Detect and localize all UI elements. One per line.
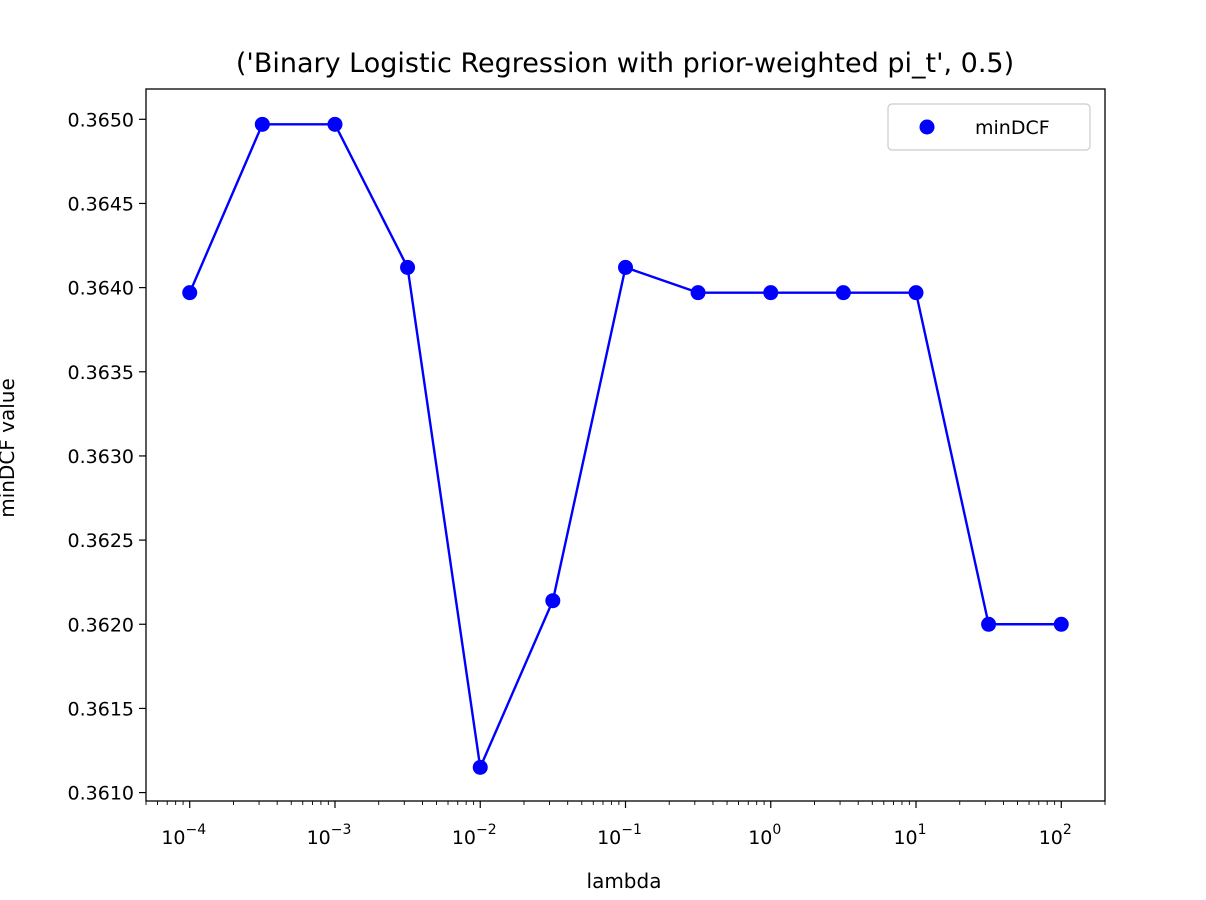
legend-box xyxy=(887,103,1091,151)
y-axis: 0.3610 0.3615 0.3620 0.3625 0.3630 0.3635 0.36… xyxy=(68,109,146,805)
x-axis: 10−4 10−3 10−2 10−1 100 101 102 xyxy=(145,801,1106,849)
x-tick-exponent: −2 xyxy=(476,822,497,838)
x-tick-base: 10 xyxy=(893,827,917,849)
x-tick-base: 10 xyxy=(452,827,476,849)
x-tick-label: 102 xyxy=(1039,822,1072,849)
data-point xyxy=(545,593,561,609)
x-tick-exponent: −3 xyxy=(331,822,352,838)
x-tick-exponent: −4 xyxy=(186,822,207,838)
y-tick-label: 0.3640 xyxy=(68,278,134,300)
y-tick-label: 0.3630 xyxy=(68,446,134,468)
x-tick-base: 10 xyxy=(597,827,621,849)
data-point xyxy=(690,285,706,301)
x-tick-exponent: 2 xyxy=(1063,822,1072,838)
y-tick-label: 0.3615 xyxy=(68,698,134,720)
x-tick-label: 100 xyxy=(748,822,781,849)
x-axis-label: lambda xyxy=(587,869,662,893)
series-minDCF xyxy=(182,116,1069,775)
y-tick-label: 0.3635 xyxy=(68,362,134,384)
y-tick-label: 0.3650 xyxy=(68,109,134,131)
x-tick-label: 10−1 xyxy=(597,822,642,849)
x-tick-base: 10 xyxy=(161,827,185,849)
x-tick-base: 10 xyxy=(748,827,772,849)
data-point xyxy=(472,759,488,775)
data-point xyxy=(1053,616,1069,632)
x-tick-label: 10−3 xyxy=(307,822,352,849)
data-point xyxy=(618,259,633,275)
data-point xyxy=(327,116,343,132)
x-tick-label: 10−2 xyxy=(452,822,497,849)
data-point xyxy=(835,285,851,301)
legend: minDCF xyxy=(887,103,1091,151)
data-point xyxy=(182,285,198,301)
y-tick-label: 0.3610 xyxy=(68,783,134,805)
x-tick-exponent: −1 xyxy=(621,822,642,838)
x-tick-base: 10 xyxy=(307,827,331,849)
x-tick-label: 10−4 xyxy=(161,822,206,849)
y-axis-label: minDCF value xyxy=(0,378,19,518)
data-point xyxy=(763,285,779,301)
plot-area xyxy=(145,88,1106,802)
y-tick-label: 0.3620 xyxy=(68,614,134,636)
x-tick-exponent: 0 xyxy=(772,822,781,838)
y-tick-label: 0.3625 xyxy=(68,530,134,552)
y-tick-label: 0.3645 xyxy=(68,193,134,215)
data-point xyxy=(400,259,416,275)
x-tick-base: 10 xyxy=(1039,827,1063,849)
data-point xyxy=(254,116,270,132)
legend-marker xyxy=(919,119,935,135)
legend-label: minDCF xyxy=(975,117,1050,139)
data-point xyxy=(908,285,924,301)
data-point xyxy=(981,616,997,632)
chart-title: ('Binary Logistic Regression with prior-… xyxy=(236,48,1014,79)
x-tick-label: 101 xyxy=(893,822,926,849)
x-tick-exponent: 1 xyxy=(918,822,927,838)
